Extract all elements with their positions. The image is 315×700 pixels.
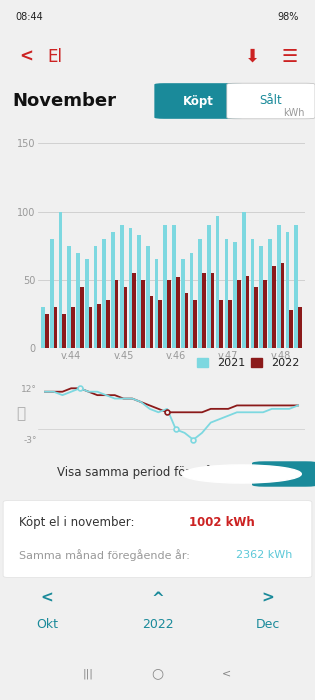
- Bar: [163, 225, 167, 348]
- Text: <: <: [41, 591, 54, 606]
- Bar: [246, 276, 249, 348]
- Bar: [233, 241, 237, 348]
- Bar: [255, 286, 258, 348]
- Bar: [202, 273, 206, 348]
- FancyBboxPatch shape: [252, 461, 315, 486]
- Text: 08:44: 08:44: [16, 13, 43, 22]
- Bar: [207, 225, 211, 348]
- Text: ⬇: ⬇: [244, 48, 260, 66]
- Bar: [150, 296, 153, 348]
- Text: 2362 kWh: 2362 kWh: [236, 550, 293, 561]
- Text: 2022: 2022: [142, 618, 173, 631]
- Bar: [211, 273, 215, 348]
- Text: ^: ^: [151, 591, 164, 606]
- Bar: [185, 293, 188, 348]
- Text: Okt: Okt: [36, 618, 58, 631]
- Bar: [190, 253, 193, 348]
- Legend: 2021, 2022: 2021, 2022: [197, 358, 300, 368]
- Circle shape: [182, 465, 301, 483]
- Bar: [41, 307, 45, 348]
- Bar: [155, 260, 158, 348]
- Bar: [106, 300, 110, 348]
- Bar: [158, 300, 162, 348]
- Text: Köpt el i november:: Köpt el i november:: [19, 516, 138, 529]
- Bar: [62, 314, 66, 348]
- Bar: [54, 307, 57, 348]
- FancyBboxPatch shape: [227, 83, 315, 119]
- Bar: [181, 260, 185, 348]
- Text: |||: |||: [83, 668, 94, 679]
- Bar: [289, 310, 293, 348]
- Text: Köpt: Köpt: [183, 94, 214, 108]
- Text: 🌡: 🌡: [16, 407, 26, 421]
- Text: ☰: ☰: [282, 48, 298, 66]
- Text: Sålt: Sålt: [260, 94, 282, 108]
- Bar: [94, 246, 97, 348]
- Bar: [260, 246, 263, 348]
- Bar: [286, 232, 289, 348]
- Bar: [59, 211, 62, 348]
- Text: Dec: Dec: [255, 618, 280, 631]
- Text: November: November: [13, 92, 117, 110]
- Text: kWh: kWh: [284, 108, 305, 118]
- FancyBboxPatch shape: [3, 500, 312, 578]
- Bar: [123, 286, 127, 348]
- Bar: [71, 307, 75, 348]
- Bar: [198, 239, 202, 348]
- Bar: [85, 260, 89, 348]
- Bar: [172, 225, 176, 348]
- Bar: [237, 280, 241, 348]
- Bar: [220, 300, 223, 348]
- Bar: [216, 216, 220, 348]
- Text: ○: ○: [152, 666, 163, 680]
- Bar: [176, 277, 180, 348]
- Text: 1002 kWh: 1002 kWh: [189, 516, 255, 529]
- Bar: [89, 307, 92, 348]
- Text: Visa samma period föregående år: Visa samma period föregående år: [57, 465, 258, 479]
- Bar: [141, 280, 145, 348]
- Text: <: <: [19, 48, 33, 66]
- Bar: [129, 228, 132, 348]
- Bar: [193, 300, 197, 348]
- Bar: [268, 239, 272, 348]
- Bar: [137, 234, 141, 348]
- Bar: [294, 225, 298, 348]
- Bar: [120, 225, 123, 348]
- Bar: [298, 307, 302, 348]
- Bar: [228, 300, 232, 348]
- Text: Samma månad föregående år:: Samma månad föregående år:: [19, 550, 193, 561]
- Bar: [281, 263, 284, 348]
- Bar: [242, 211, 246, 348]
- Bar: [277, 225, 281, 348]
- Bar: [225, 239, 228, 348]
- Bar: [132, 273, 136, 348]
- Bar: [50, 239, 54, 348]
- Bar: [45, 314, 49, 348]
- Bar: [115, 280, 118, 348]
- Bar: [251, 239, 255, 348]
- Bar: [97, 304, 101, 348]
- Bar: [102, 239, 106, 348]
- Bar: [76, 253, 80, 348]
- Bar: [80, 286, 83, 348]
- Bar: [167, 280, 171, 348]
- Bar: [272, 266, 276, 348]
- Bar: [67, 246, 71, 348]
- Bar: [146, 246, 150, 348]
- Bar: [111, 232, 115, 348]
- Bar: [263, 280, 267, 348]
- Text: El: El: [47, 48, 62, 66]
- Text: >: >: [261, 591, 274, 606]
- Text: <: <: [222, 668, 232, 678]
- FancyBboxPatch shape: [154, 83, 243, 119]
- Text: 98%: 98%: [278, 13, 299, 22]
